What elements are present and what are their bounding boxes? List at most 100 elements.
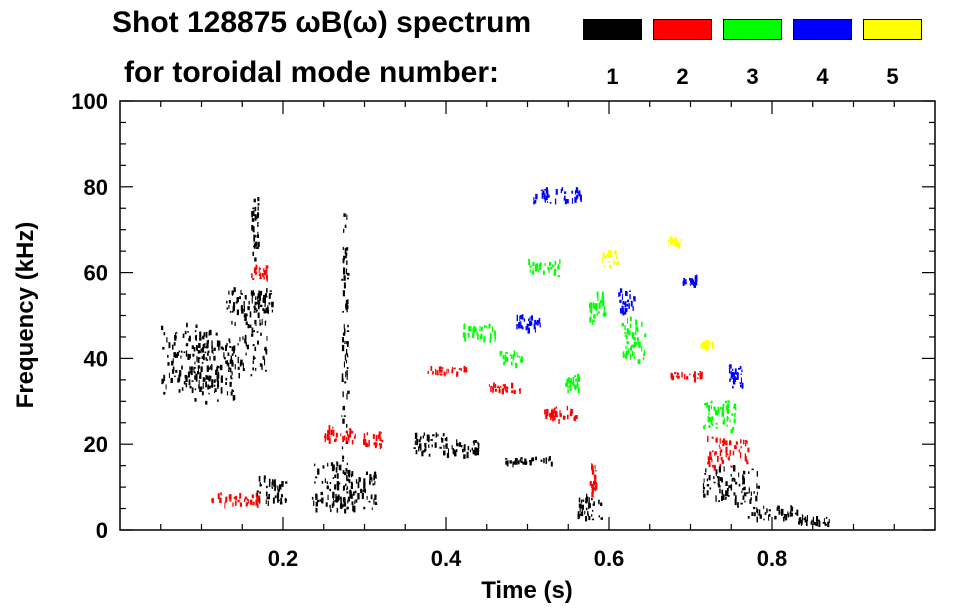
spectrum-point	[161, 325, 164, 331]
spectrum-point	[545, 457, 548, 464]
spectrum-point	[338, 465, 341, 470]
spectrum-point	[694, 371, 696, 376]
spectrum-point	[529, 269, 531, 273]
spectrum-point	[345, 353, 348, 356]
spectrum-point	[543, 270, 545, 275]
spectrum-point	[753, 506, 756, 510]
spectrum-point	[375, 442, 378, 447]
spectrum-point	[712, 450, 714, 453]
spectrum-point	[257, 212, 260, 218]
spectrum-point	[264, 348, 267, 351]
spectrum-point	[598, 499, 600, 505]
spectrum-blob	[528, 258, 561, 277]
spectrum-point	[197, 371, 199, 375]
spectrum-point	[207, 350, 210, 353]
spectrum-point	[729, 419, 731, 423]
spectrum-point	[520, 324, 523, 329]
spectrum-point	[822, 522, 825, 524]
spectrum-point	[630, 346, 632, 352]
spectrum-point	[191, 387, 194, 394]
spectrum-point	[347, 478, 349, 482]
spectrum-point	[503, 361, 506, 366]
spectrum-point	[730, 429, 733, 434]
spectrum-point	[255, 296, 257, 301]
spectrum-point	[353, 436, 356, 439]
spectrum-point	[738, 483, 741, 487]
spectrum-point	[205, 346, 207, 349]
spectrum-point	[574, 384, 577, 389]
spectrum-point	[196, 355, 198, 362]
spectrum-point	[229, 340, 231, 344]
spectrum-point	[239, 502, 242, 507]
spectrum-point	[215, 332, 218, 336]
spectrum-point	[801, 514, 804, 521]
spectrum-point	[428, 444, 430, 448]
spectrum-point	[626, 303, 629, 307]
series-3-group	[462, 258, 737, 434]
spectrum-point	[257, 247, 259, 249]
spectrum-point	[456, 449, 458, 452]
spectrum-point	[600, 300, 603, 304]
spectrum-point	[423, 432, 426, 436]
spectrum-point	[748, 487, 750, 494]
spectrum-point	[706, 484, 710, 487]
y-tick-label: 40	[84, 346, 108, 371]
spectrum-point	[264, 321, 266, 326]
spectrum-point	[719, 446, 721, 450]
spectrum-point	[456, 443, 459, 447]
y-tick-label: 100	[71, 89, 108, 114]
spectrum-point	[334, 438, 337, 441]
spectrum-point	[592, 319, 594, 325]
spectrum-point	[592, 302, 595, 307]
spectrum-point	[458, 442, 462, 447]
spectrum-point	[711, 436, 714, 439]
spectrum-point	[503, 384, 505, 389]
spectrum-point	[578, 190, 581, 197]
spectrum-blob	[413, 432, 448, 457]
spectrum-point	[630, 353, 631, 360]
spectrum-point	[575, 415, 578, 419]
spectrum-point	[629, 294, 631, 300]
spectrum-point	[742, 495, 745, 500]
spectrum-point	[332, 426, 334, 429]
spectrum-point	[560, 189, 562, 194]
spectrum-point	[324, 437, 326, 443]
spectrum-point	[497, 385, 499, 388]
spectrum-point	[594, 476, 597, 478]
spectrum-point	[443, 372, 445, 376]
spectrum-point	[684, 373, 686, 380]
spectrum-point	[723, 417, 725, 423]
spectrum-point	[710, 456, 712, 460]
spectrum-point	[255, 320, 257, 327]
spectrum-point	[193, 347, 196, 352]
spectrum-blob	[336, 471, 378, 514]
spectrum-point	[549, 456, 551, 461]
spectrum-point	[330, 462, 334, 466]
spectrum-point	[511, 361, 513, 366]
spectrum-point	[548, 268, 550, 274]
spectrum-point	[550, 412, 553, 419]
spectrum-point	[717, 456, 719, 462]
spectrum-point	[463, 324, 465, 330]
spectrum-point	[251, 494, 254, 499]
spectrum-point	[676, 375, 679, 378]
spectrum-point	[708, 416, 710, 423]
spectrum-point	[270, 292, 273, 295]
spectrum-point	[252, 360, 254, 364]
spectrum-point	[693, 373, 696, 378]
spectrum-blob	[253, 290, 274, 314]
spectrum-point	[734, 445, 737, 449]
spectrum-point	[756, 509, 759, 514]
spectrum-point	[251, 327, 254, 334]
spectrum-point	[231, 361, 234, 367]
spectrum-point	[361, 492, 364, 500]
spectrum-point	[740, 439, 742, 444]
spectrum-point	[731, 368, 734, 371]
spectrum-point	[715, 451, 717, 455]
spectrum-point	[264, 273, 267, 276]
spectrum-point	[351, 471, 354, 477]
spectrum-point	[344, 224, 347, 228]
spectrum-point	[225, 360, 227, 364]
spectrum-point	[252, 278, 255, 281]
